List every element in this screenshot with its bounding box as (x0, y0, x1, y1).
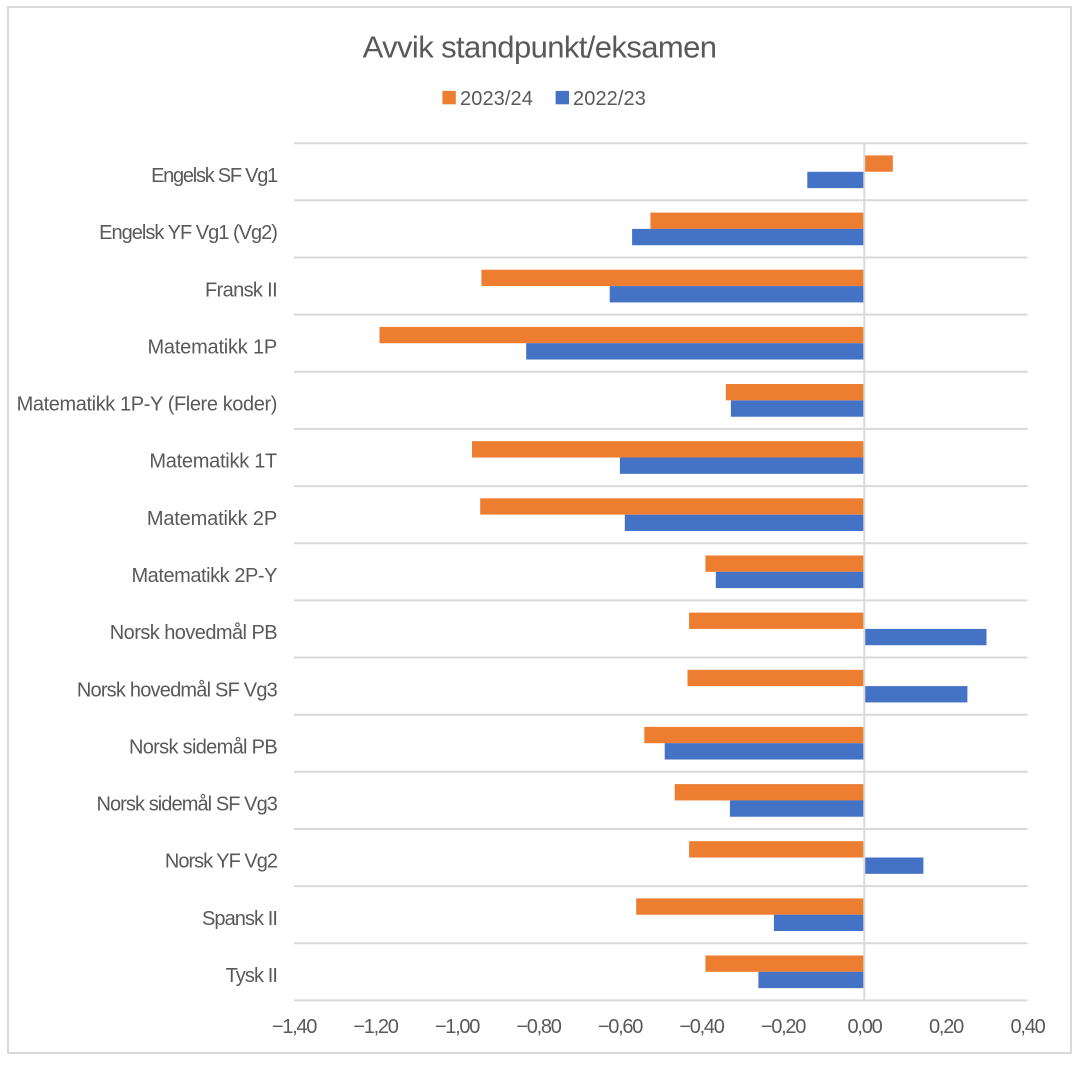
svg-text:−0,80: −0,80 (516, 1016, 561, 1038)
svg-text:Matematikk 1T: Matematikk 1T (149, 451, 277, 473)
svg-text:−1,00: −1,00 (435, 1016, 480, 1038)
svg-text:Tysk II: Tysk II (226, 965, 277, 987)
svg-text:Spansk II: Spansk II (202, 908, 277, 930)
svg-text:Norsk sidemål SF Vg3: Norsk sidemål SF Vg3 (96, 794, 277, 816)
svg-text:Matematikk 1P: Matematikk 1P (147, 336, 277, 358)
svg-text:−1,20: −1,20 (353, 1016, 398, 1038)
svg-text:−1,40: −1,40 (272, 1016, 317, 1038)
svg-text:Matematikk 2P-Y: Matematikk 2P-Y (131, 565, 277, 587)
svg-text:Engelsk YF Vg1 (Vg2): Engelsk YF Vg1 (Vg2) (99, 222, 277, 244)
svg-text:Norsk YF Vg2: Norsk YF Vg2 (165, 851, 278, 873)
svg-text:2022/23: 2022/23 (573, 88, 646, 110)
svg-text:−0,60: −0,60 (598, 1016, 643, 1038)
svg-text:Norsk hovedmål SF Vg3: Norsk hovedmål SF Vg3 (77, 679, 278, 701)
svg-text:Matematikk 2P: Matematikk 2P (147, 508, 277, 530)
svg-text:Fransk II: Fransk II (205, 279, 277, 301)
svg-text:0,00: 0,00 (848, 1016, 883, 1038)
svg-text:2023/24: 2023/24 (460, 88, 533, 110)
svg-text:0,20: 0,20 (929, 1016, 964, 1038)
svg-text:Avvik standpunkt/eksamen: Avvik standpunkt/eksamen (363, 30, 717, 65)
svg-text:Matematikk 1P-Y (Flere koder): Matematikk 1P-Y (Flere koder) (17, 394, 277, 416)
svg-text:Norsk hovedmål PB: Norsk hovedmål PB (110, 622, 277, 644)
svg-text:−0,40: −0,40 (679, 1016, 724, 1038)
svg-text:Engelsk SF Vg1: Engelsk SF Vg1 (151, 165, 278, 187)
svg-text:Norsk sidemål PB: Norsk sidemål PB (129, 736, 277, 758)
svg-text:0,40: 0,40 (1011, 1016, 1046, 1038)
svg-text:−0,20: −0,20 (761, 1016, 806, 1038)
